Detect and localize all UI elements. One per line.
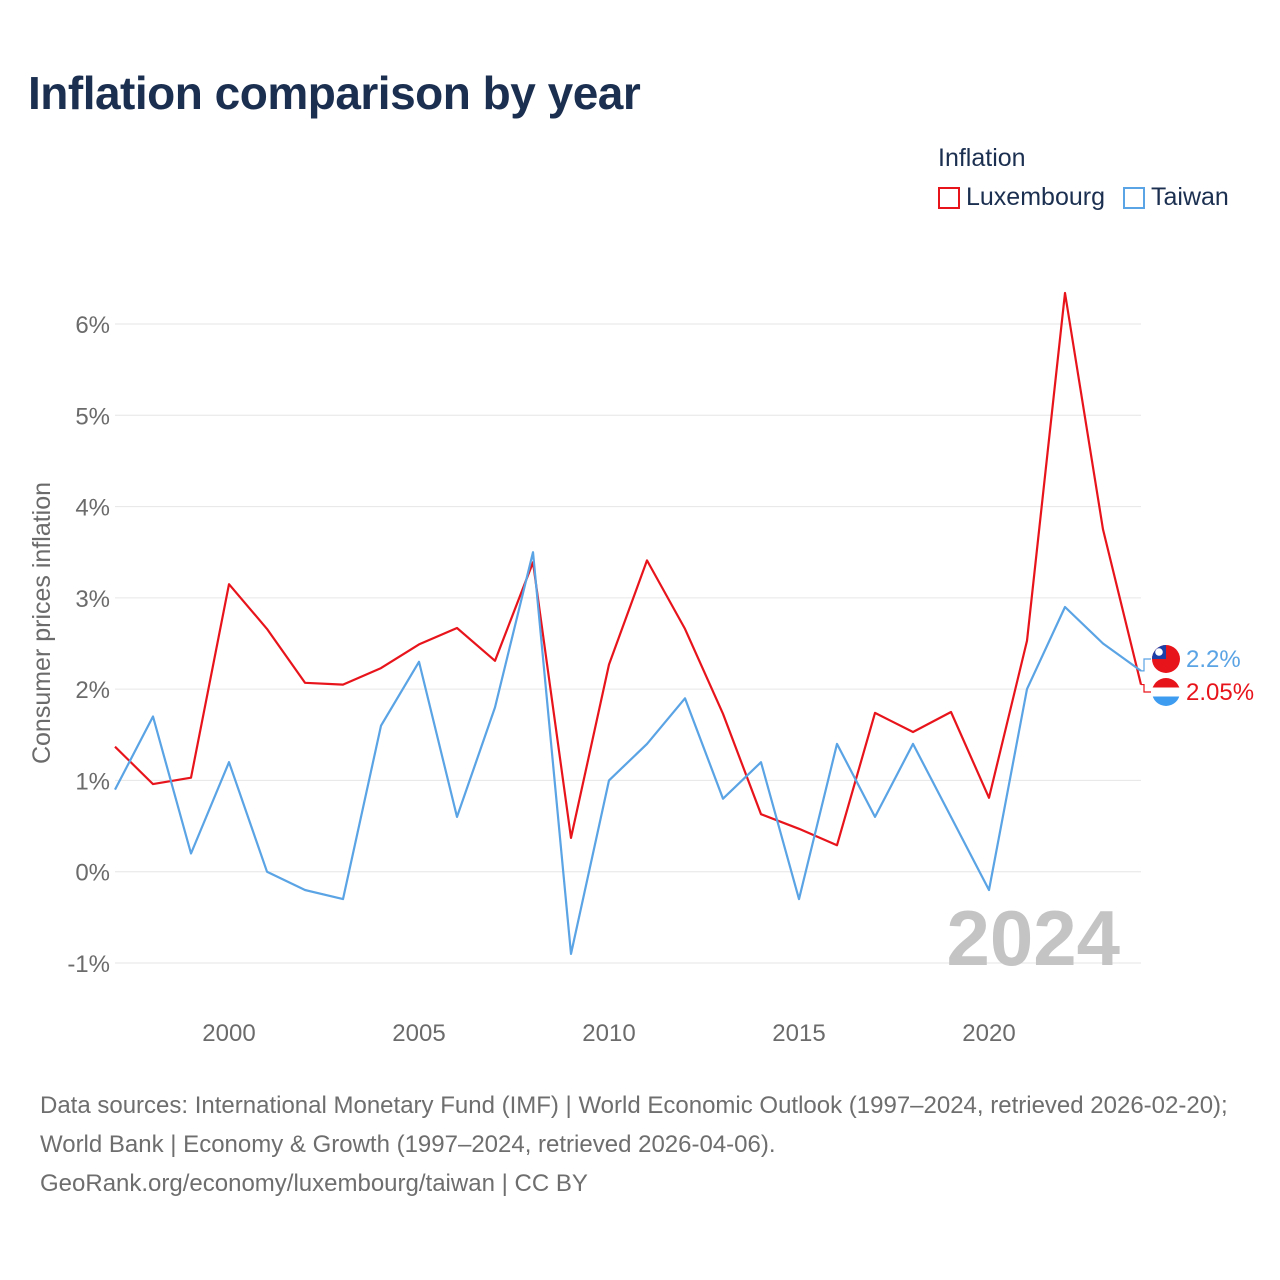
- data-point-luxembourg: [1025, 638, 1030, 643]
- series-line-taiwan: [114, 551, 1142, 956]
- data-point-taiwan: [341, 897, 346, 902]
- y-tick-label: 2%: [75, 677, 110, 704]
- y-tick-label: -1%: [67, 951, 110, 978]
- y-tick-label: 3%: [75, 586, 110, 613]
- series-line-luxembourg: [114, 291, 1143, 847]
- data-point-taiwan: [151, 714, 156, 719]
- y-tick-label: 1%: [75, 768, 110, 795]
- data-point-luxembourg: [113, 744, 118, 749]
- data-point-luxembourg: [683, 626, 688, 631]
- y-axis-title: Consumer prices inflation: [28, 482, 56, 764]
- legend-item-taiwan[interactable]: Taiwan: [1122, 183, 1229, 212]
- data-point-luxembourg: [303, 680, 308, 685]
- data-point-luxembourg: [455, 625, 460, 630]
- data-point-taiwan: [987, 887, 992, 892]
- data-point-taiwan: [379, 723, 384, 728]
- legend-label-taiwan: Taiwan: [1150, 183, 1229, 211]
- legend-swatch-luxembourg: [938, 186, 960, 209]
- x-tick-label: 2020: [962, 1020, 1015, 1047]
- data-point-taiwan: [607, 778, 612, 783]
- data-point-taiwan: [835, 741, 840, 746]
- data-point-luxembourg: [1101, 527, 1106, 532]
- data-point-luxembourg: [797, 826, 802, 831]
- data-point-taiwan: [265, 869, 270, 874]
- data-point-luxembourg: [873, 710, 878, 715]
- data-point-luxembourg: [569, 835, 574, 840]
- data-point-luxembourg: [607, 662, 612, 667]
- data-point-taiwan: [189, 851, 194, 856]
- data-point-taiwan: [569, 951, 574, 956]
- data-point-luxembourg: [645, 558, 650, 563]
- data-point-luxembourg: [151, 782, 156, 787]
- data-point-taiwan: [531, 550, 536, 555]
- data-point-luxembourg: [911, 730, 916, 735]
- end-connector-luxembourg: [1141, 683, 1151, 693]
- end-connector-taiwan: [1141, 658, 1151, 672]
- data-point-taiwan: [493, 705, 498, 710]
- chart-title: Inflation comparison by year: [28, 67, 641, 119]
- data-point-luxembourg: [1063, 290, 1068, 295]
- legend-title: Inflation: [938, 144, 1026, 172]
- data-point-taiwan: [455, 814, 460, 819]
- data-point-luxembourg: [493, 658, 498, 663]
- legend-label-luxembourg: Luxembourg: [966, 183, 1105, 211]
- data-point-taiwan: [303, 887, 308, 892]
- data-point-taiwan: [911, 741, 916, 746]
- data-point-luxembourg: [721, 711, 726, 716]
- data-point-luxembourg: [379, 666, 384, 671]
- data-source-note: Data sources: International Monetary Fun…: [40, 1086, 1250, 1203]
- data-point-taiwan: [1025, 687, 1030, 692]
- y-tick-label: 5%: [75, 403, 110, 430]
- data-point-taiwan: [417, 659, 422, 664]
- x-tick-label: 2015: [772, 1020, 825, 1047]
- x-tick-label: 2000: [202, 1020, 255, 1047]
- source-credit: GeoRank.org/economy/luxembourg/taiwan | …: [40, 1170, 588, 1197]
- data-point-luxembourg: [341, 682, 346, 687]
- data-point-luxembourg: [265, 626, 270, 631]
- data-point-luxembourg: [949, 709, 954, 714]
- y-tick-label: 6%: [75, 312, 110, 339]
- data-point-taiwan: [1063, 604, 1068, 609]
- year-watermark: 2024: [946, 894, 1120, 982]
- data-point-taiwan: [645, 741, 650, 746]
- data-point-taiwan: [721, 796, 726, 801]
- data-point-luxembourg: [227, 582, 232, 587]
- data-point-taiwan: [1101, 641, 1106, 646]
- end-label-luxembourg: 2.05%: [1186, 679, 1254, 706]
- data-point-taiwan: [873, 814, 878, 819]
- y-tick-label: 0%: [75, 860, 110, 887]
- data-point-luxembourg: [835, 843, 840, 848]
- data-point-taiwan: [949, 814, 954, 819]
- data-point-luxembourg: [759, 812, 764, 817]
- data-point-taiwan: [797, 897, 802, 902]
- data-point-taiwan: [683, 696, 688, 701]
- data-point-taiwan: [759, 760, 764, 765]
- legend-swatch-taiwan: [1122, 186, 1145, 209]
- legend: Inflation Luxembourg Taiwan: [938, 144, 1229, 212]
- data-point-luxembourg: [987, 795, 992, 800]
- end-label-taiwan: 2.2%: [1186, 646, 1241, 673]
- taiwan-flag-icon: [1152, 645, 1180, 673]
- data-point-luxembourg: [189, 775, 194, 780]
- y-tick-label: 4%: [75, 495, 110, 522]
- x-tick-label: 2010: [582, 1020, 635, 1047]
- luxembourg-flag-icon: [1152, 678, 1180, 706]
- data-point-luxembourg: [417, 642, 422, 647]
- x-tick-label: 2005: [392, 1020, 445, 1047]
- line-chart: -1% 0% 1% 2% 3% 4% 5% 6% 2000 2005 2010 2015 2020 Con…: [28, 290, 1254, 1047]
- data-point-taiwan: [227, 760, 232, 765]
- legend-item-luxembourg[interactable]: Luxembourg: [938, 183, 1105, 212]
- data-point-taiwan: [113, 787, 118, 792]
- source-text: Data sources: International Monetary Fun…: [40, 1092, 1228, 1158]
